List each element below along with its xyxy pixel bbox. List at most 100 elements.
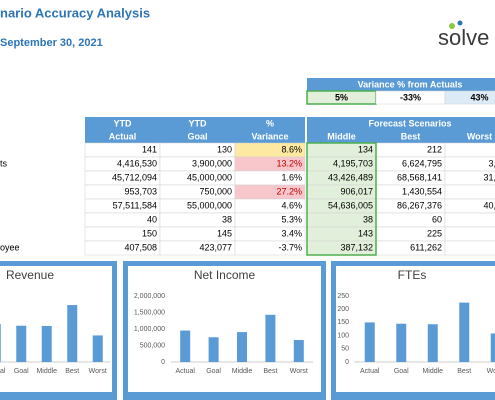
logo-dot bbox=[449, 23, 455, 29]
table-value: 4,416,530 bbox=[117, 158, 157, 168]
table-value: 68,568,141 bbox=[397, 172, 442, 182]
column-header: Worst bbox=[467, 131, 492, 141]
table-value: 134 bbox=[358, 144, 373, 154]
table-value: 1.6% bbox=[281, 172, 302, 182]
column-header: YTD bbox=[114, 118, 133, 128]
bar bbox=[490, 333, 495, 362]
y-tick-label: 200 bbox=[337, 306, 349, 313]
bar bbox=[364, 322, 375, 362]
column-header: % bbox=[266, 118, 274, 128]
chart-title: FTEs bbox=[398, 268, 427, 282]
table-value: 750,000 bbox=[199, 186, 232, 196]
table-value: 4,195,703 bbox=[333, 158, 373, 168]
x-tick-label: Middle bbox=[36, 368, 57, 375]
logo: solve bbox=[438, 25, 489, 50]
table-value: 40,258 bbox=[483, 200, 495, 210]
bar bbox=[265, 314, 276, 362]
table-value: 31,998 bbox=[483, 172, 495, 182]
y-tick-label: 150 bbox=[337, 319, 349, 326]
bar bbox=[180, 330, 191, 362]
variance-value: -33% bbox=[400, 92, 421, 102]
variance-cell bbox=[444, 90, 495, 105]
bar bbox=[41, 325, 52, 362]
x-tick-label: Best bbox=[457, 368, 471, 375]
bar bbox=[427, 324, 438, 362]
table-value: 130 bbox=[217, 144, 232, 154]
table-value: 387,132 bbox=[340, 242, 373, 252]
x-tick-label: Worst bbox=[89, 368, 107, 375]
bar bbox=[16, 325, 27, 362]
table-cell bbox=[444, 212, 495, 228]
x-tick-label: Goal bbox=[206, 368, 221, 375]
table-value: 60 bbox=[432, 214, 442, 224]
row-label: oyee bbox=[0, 242, 20, 252]
table-value: 212 bbox=[427, 144, 442, 154]
variance-value: 43% bbox=[470, 92, 488, 102]
table-value: 38 bbox=[363, 214, 373, 224]
table-value: 38 bbox=[222, 214, 232, 224]
table-value: 3.4% bbox=[281, 228, 302, 238]
x-tick-label: Middle bbox=[422, 368, 443, 375]
y-tick-label: 1,500,000 bbox=[134, 309, 165, 316]
logo-dot bbox=[457, 20, 463, 26]
table-header bbox=[307, 117, 495, 143]
table-value: 8.6% bbox=[281, 144, 302, 154]
x-tick-label: Actual bbox=[0, 368, 6, 375]
table-value: 953,703 bbox=[124, 186, 157, 196]
y-tick-label: 0 bbox=[161, 359, 165, 366]
chart-title: Revenue bbox=[6, 268, 54, 282]
chart-title: Net Income bbox=[194, 268, 256, 282]
table-value: 57,511,584 bbox=[113, 200, 157, 210]
table-value: 141 bbox=[142, 144, 157, 154]
report-title: nario Accuracy Analysis bbox=[0, 5, 150, 20]
table-value: 45,712,094 bbox=[112, 172, 157, 182]
x-tick-label: Goal bbox=[14, 368, 29, 375]
table-cell bbox=[444, 184, 495, 200]
table-value: 5.3% bbox=[281, 214, 302, 224]
table-value: 54,636,005 bbox=[328, 200, 373, 210]
table-value: 143 bbox=[358, 228, 373, 238]
x-tick-label: Best bbox=[65, 368, 79, 375]
y-tick-label: 500,000 bbox=[140, 342, 165, 349]
column-header: Goal bbox=[187, 131, 207, 141]
y-tick-label: 0 bbox=[345, 359, 349, 366]
table-cell bbox=[234, 240, 306, 256]
table-cell bbox=[444, 142, 495, 158]
table-header bbox=[85, 117, 305, 143]
variance-title: Variance % from Actuals bbox=[358, 79, 463, 89]
y-tick-label: 100 bbox=[337, 332, 349, 339]
y-tick-label: 250 bbox=[337, 293, 349, 300]
table-value: 4.6% bbox=[281, 200, 302, 210]
x-tick-label: Actual bbox=[360, 368, 380, 375]
y-tick-label: 50 bbox=[341, 346, 349, 353]
table-value: 407,508 bbox=[124, 242, 157, 252]
table-value: -3.7% bbox=[278, 242, 302, 252]
bar bbox=[459, 302, 470, 362]
table-value: 423,077 bbox=[199, 242, 232, 252]
table-cell bbox=[444, 240, 495, 256]
x-tick-label: Worst bbox=[487, 368, 495, 375]
variance-value: 5% bbox=[335, 92, 348, 102]
bar bbox=[396, 323, 407, 362]
table-value: 86,267,376 bbox=[397, 200, 442, 210]
x-tick-label: Goal bbox=[394, 368, 409, 375]
table-cell bbox=[444, 226, 495, 242]
x-tick-label: Actual bbox=[175, 368, 195, 375]
column-header: Actual bbox=[109, 131, 137, 141]
table-value: 6,624,795 bbox=[402, 158, 442, 168]
table-value: 145 bbox=[217, 228, 232, 238]
x-tick-label: Worst bbox=[290, 368, 308, 375]
group-header: Forecast Scenarios bbox=[368, 118, 451, 128]
column-header: Middle bbox=[327, 131, 356, 141]
table-value: 3,091 bbox=[488, 158, 495, 168]
column-header: Best bbox=[401, 131, 421, 141]
table-value: 40 bbox=[147, 214, 157, 224]
report-date: September 30, 2021 bbox=[0, 37, 103, 49]
chart-area bbox=[128, 266, 321, 392]
column-header: Variance bbox=[251, 131, 288, 141]
column-header: YTD bbox=[189, 118, 208, 128]
table-value: 13.2% bbox=[276, 158, 302, 168]
table-value: 611,262 bbox=[410, 242, 442, 252]
bar bbox=[67, 305, 78, 362]
